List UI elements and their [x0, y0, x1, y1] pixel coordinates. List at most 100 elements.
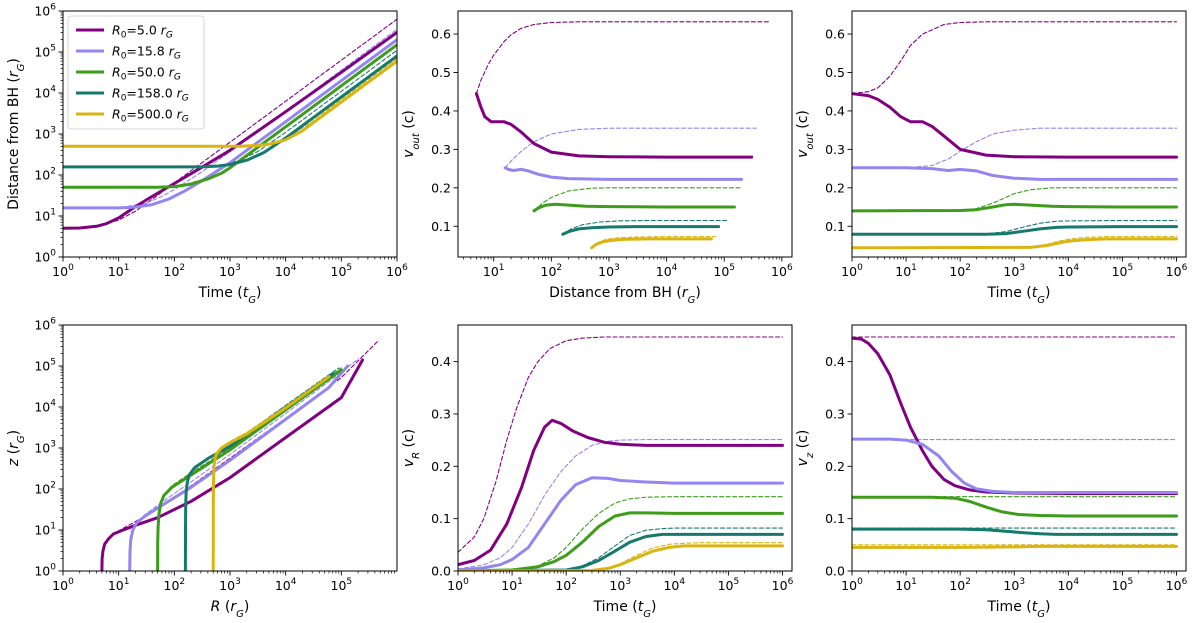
- y-tick-label: 104: [34, 85, 56, 101]
- series-line-r0-500-0-dashed: [458, 542, 784, 571]
- series-line-r0-5-0-solid: [63, 30, 397, 230]
- y-axis-label: vR (c): [401, 429, 422, 467]
- y-tick-label: 101: [34, 208, 56, 224]
- x-tick-label: 101: [108, 263, 130, 279]
- y-tick-label: 0.2: [431, 180, 451, 195]
- label-part-main: Time (: [987, 599, 1032, 615]
- ticks-p6: 100 101 102 103 104 105 106 0.0 0.1 0.2 0.3 0.4: [825, 354, 1187, 593]
- y-tick-label: 100: [34, 563, 56, 579]
- y-axis-label: vz (c): [795, 430, 816, 467]
- series-line-r0-50-0-solid: [532, 202, 736, 213]
- label-part-sub: G: [1037, 609, 1045, 620]
- label-part-tail: ): [6, 58, 22, 63]
- label-part-tail2: ): [244, 599, 249, 615]
- label-part-main: Distance from BH (: [6, 77, 22, 210]
- y-tick-label: 101: [34, 522, 56, 538]
- y-tick-label: 0.4: [431, 354, 451, 369]
- y-tick-label: 0.5: [825, 65, 845, 80]
- x-tick-label: 104: [663, 577, 685, 593]
- label-part-var: v: [795, 457, 811, 466]
- y-tick-label: 0.3: [825, 142, 845, 157]
- axes-frame: [851, 10, 1187, 258]
- series-line-r0-15-8-solid: [852, 437, 1178, 494]
- y-tick-label: 0.6: [825, 27, 845, 42]
- x-axis-label: Time (tG): [593, 599, 657, 620]
- y-tick-label: 0.3: [825, 406, 845, 421]
- legend-label: R0=5.0 rG: [112, 23, 173, 41]
- label-part-tail: ): [1045, 599, 1050, 615]
- series-line-r0-5-0-solid: [474, 92, 754, 159]
- x-axis-label: Distance from BH (rG): [549, 285, 701, 306]
- series-line-r0-5-0-dashed: [475, 21, 771, 95]
- series-line-r0-158-0-solid: [561, 225, 721, 236]
- y-tick-label: 102: [34, 167, 56, 183]
- panel-p1: 100 101 102 103 104 105 106 100 101 102 103 104 105 1…: [6, 3, 408, 306]
- x-tick-label: 103: [1003, 263, 1025, 279]
- series-line-r0-500-0-solid: [590, 237, 713, 250]
- series-line-r0-50-0-solid: [156, 368, 343, 571]
- x-axis-label: Time (tG): [198, 285, 262, 306]
- label-part-sub: out: [805, 132, 816, 149]
- label-part-tail: (c): [795, 110, 811, 133]
- x-tick-label: 102: [164, 577, 186, 593]
- x-tick-label: 102: [555, 577, 577, 593]
- series-line-r0-50-0-solid: [458, 511, 784, 571]
- legend-label: R0=158.0 rG: [112, 86, 189, 104]
- label-part-sub: G: [688, 295, 696, 306]
- series-line-r0-15-8-dashed: [458, 439, 784, 570]
- x-tick-label: 100: [52, 577, 74, 593]
- y-axis-label: vout (c): [795, 110, 816, 158]
- x-tick-label: 103: [1003, 577, 1025, 593]
- x-tick-label: 103: [609, 577, 631, 593]
- series-line-r0-15-8-solid: [128, 364, 350, 571]
- y-tick-label: 106: [34, 3, 56, 19]
- series-line-r0-158-0-solid: [63, 54, 397, 169]
- x-tick-label: 105: [331, 577, 353, 593]
- x-tick-label: 102: [949, 577, 971, 593]
- x-tick-label: 106: [771, 263, 793, 279]
- y-tick-label: 0.1: [431, 511, 451, 526]
- series-line-r0-158-0-solid: [183, 372, 335, 571]
- y-axis-label: vout (c): [401, 110, 422, 158]
- series-line-r0-5-0-dashed: [458, 336, 784, 553]
- label-part-sub: G: [248, 295, 256, 306]
- series-line-r0-500-0-solid: [211, 375, 331, 571]
- legend-label: R0=500.0 rG: [112, 107, 189, 125]
- series-line-r0-15-8-solid: [63, 38, 397, 210]
- label-part-tail: (c): [401, 429, 417, 452]
- panel-p5: 100 101 102 103 104 105 106 0.0 0.1 0.2 0.3 0.4 Time…: [401, 324, 794, 620]
- y-tick-label: 0.0: [825, 564, 845, 579]
- y-tick-label: 0.5: [431, 65, 451, 80]
- series-line-r0-15-8-dashed: [852, 127, 1178, 169]
- ticks-p3: 100 101 102 103 104 105 106 0.1 0.2 0.3 0.4 0.5 0.6: [825, 27, 1187, 279]
- legend-box: [67, 15, 205, 130]
- label-part-var: t: [243, 285, 249, 301]
- x-tick-label: 106: [1166, 577, 1188, 593]
- y-tick-label: 103: [34, 126, 56, 142]
- label-part-tail: (c): [401, 110, 417, 133]
- x-axis-label: Time (tG): [987, 599, 1051, 620]
- x-tick-label: 105: [718, 577, 740, 593]
- label-part-tail: ): [256, 285, 261, 301]
- label-part-tail: (: [220, 599, 230, 615]
- series-line-r0-5-0-dashed: [101, 340, 379, 571]
- panel-p4: 100 101 102 103 104 105 100 101 102 103 104 105 106 R…: [6, 317, 398, 620]
- x-tick-label: 104: [656, 263, 678, 279]
- x-tick-label: 101: [501, 577, 523, 593]
- y-tick-label: 105: [34, 44, 56, 60]
- y-tick-label: 0.2: [825, 180, 845, 195]
- label-part-var: v: [795, 149, 811, 158]
- y-axis-label: z (rG): [6, 430, 27, 467]
- panel-p6: 100 101 102 103 104 105 106 0.0 0.1 0.2 0.3 0.4 Time…: [795, 324, 1188, 620]
- y-axis-label: Distance from BH (rG): [6, 58, 27, 210]
- x-tick-label: 100: [841, 577, 863, 593]
- label-part-var: r: [682, 285, 689, 301]
- x-tick-label: 100: [52, 263, 74, 279]
- y-tick-label: 0.3: [431, 406, 451, 421]
- x-tick-label: 105: [713, 263, 735, 279]
- series-line-r0-5-0-solid: [100, 358, 364, 571]
- y-tick-label: 105: [34, 358, 56, 374]
- label-part-var2: r: [230, 599, 237, 615]
- label-part-var2: r: [6, 442, 22, 449]
